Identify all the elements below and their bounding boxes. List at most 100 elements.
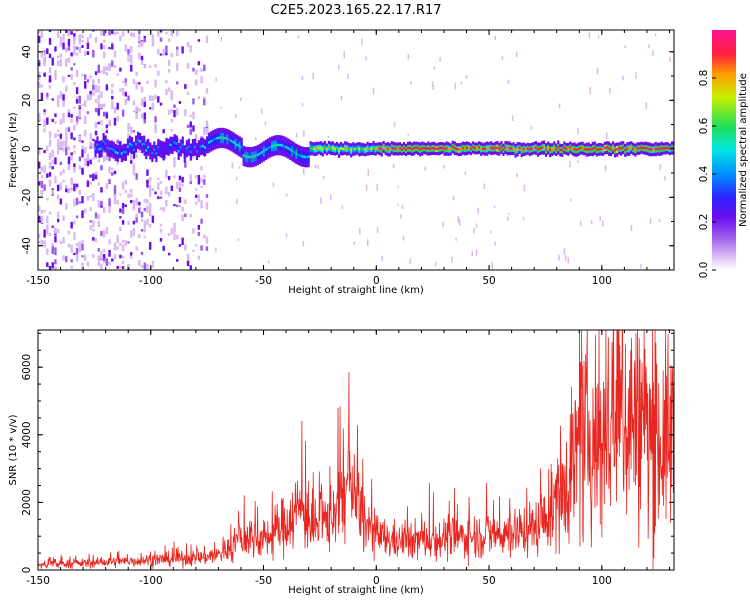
heatmap-cell [75,197,79,206]
heatmap-cell [38,161,41,169]
heatmap-cell [65,132,68,136]
heatmap-cell [340,95,343,101]
heatmap-cell [113,185,117,192]
heatmap-cell [70,180,73,184]
heatmap-cell [118,148,121,151]
heatmap-cell [135,213,138,218]
snr-ytick-label: 4000 [21,421,33,448]
heatmap-cell [203,96,206,100]
heatmap-cell [75,87,79,95]
heatmap-cell [309,146,312,150]
snr-xtick-label: 100 [592,575,612,587]
heatmap-cell [132,78,136,84]
heatmap-cell [86,159,90,167]
heatmap-cell [439,56,441,62]
heatmap-cell [59,41,63,47]
heatmap-cell [205,120,209,128]
heatmap-cell [73,82,76,86]
heatmap-cell [648,147,651,151]
heatmap-cell [121,207,125,214]
heatmap-cell [94,155,98,159]
heatmap-cell [154,191,157,195]
heatmap-cell [342,147,345,151]
heatmap-cell [165,79,168,84]
heatmap-cell [40,166,44,173]
heatmap-cell [532,146,536,150]
heatmap-cell [313,147,316,151]
heatmap-cell [46,95,49,100]
heatmap-cell [138,261,141,266]
heatmap-cell [113,170,117,175]
heatmap-cell [165,170,168,179]
heatmap-cell [65,147,68,156]
heatmap-cell [301,103,304,107]
heatmap-cell [73,125,76,131]
heatmap-cell [48,131,52,139]
heatmap-cell [242,154,245,157]
heatmap-cell [38,30,41,34]
heatmap-cell [62,215,65,221]
heatmap-cell [70,244,73,253]
heatmap-cell [577,147,580,151]
heatmap-cell [43,56,46,64]
heatmap-cell [116,199,119,205]
heatmap-cell [38,181,41,186]
heatmap-cell [124,240,128,246]
heatmap-cell [102,39,106,43]
heatmap-cell [157,96,160,103]
heatmap-cell [116,246,119,250]
heatmap-cell [469,147,473,151]
heatmap-cell [56,60,60,66]
heatmap-cell [203,132,206,136]
heatmap-cell [605,132,608,140]
heatmap-cell [480,147,483,150]
heatmap-cell [59,133,63,139]
heatmap-cell [628,147,631,150]
heatmap-cell [51,118,54,123]
heatmap-cell [146,80,149,85]
heatmap-cell [176,30,179,37]
heatmap-cell [56,139,60,146]
heatmap-cell [590,220,593,225]
heatmap-cell [410,81,412,85]
heatmap-cell [206,143,209,146]
heatmap-cell [143,228,146,233]
heatmap-cell [197,61,201,66]
heatmap-cell [384,147,387,150]
heatmap-cell [70,118,73,123]
heatmap-cell [108,166,111,174]
heatmap-cell [365,56,367,61]
heatmap-cell [439,146,442,150]
heatmap-cell [81,140,84,143]
heatmap-cell [361,38,363,46]
heatmap-cell [382,145,385,148]
heatmap-cell [603,146,607,150]
heatmap-cell [46,48,49,54]
heatmap-cell [48,265,52,270]
heatmap-cell [518,146,521,149]
heatmap-cell [135,71,138,76]
heatmap-cell [119,35,122,42]
heatmap-cell [111,95,114,100]
heatmap-cell [564,255,567,261]
heatmap-cell [197,147,201,150]
heatmap-cell [102,67,106,75]
heatmap-cell [184,199,187,204]
heatmap-cell [148,65,152,68]
heatmap-cell [179,146,182,149]
heatmap-cell [56,211,60,218]
heatmap-cell [523,184,526,192]
heatmap-cell [303,130,305,137]
heatmap-cell [664,146,667,150]
heatmap-cell [86,196,90,199]
heatmap-cell [195,150,199,153]
heatmap-cell [467,146,471,150]
heatmap-cell [97,220,100,228]
heatmap-cell [381,255,383,261]
heatmap-cell [84,254,87,261]
spectrogram-xtick-label: -50 [255,275,272,287]
heatmap-cell [108,30,111,36]
heatmap-cell [102,249,106,253]
heatmap-cell [669,56,671,62]
heatmap-cell [315,147,318,150]
